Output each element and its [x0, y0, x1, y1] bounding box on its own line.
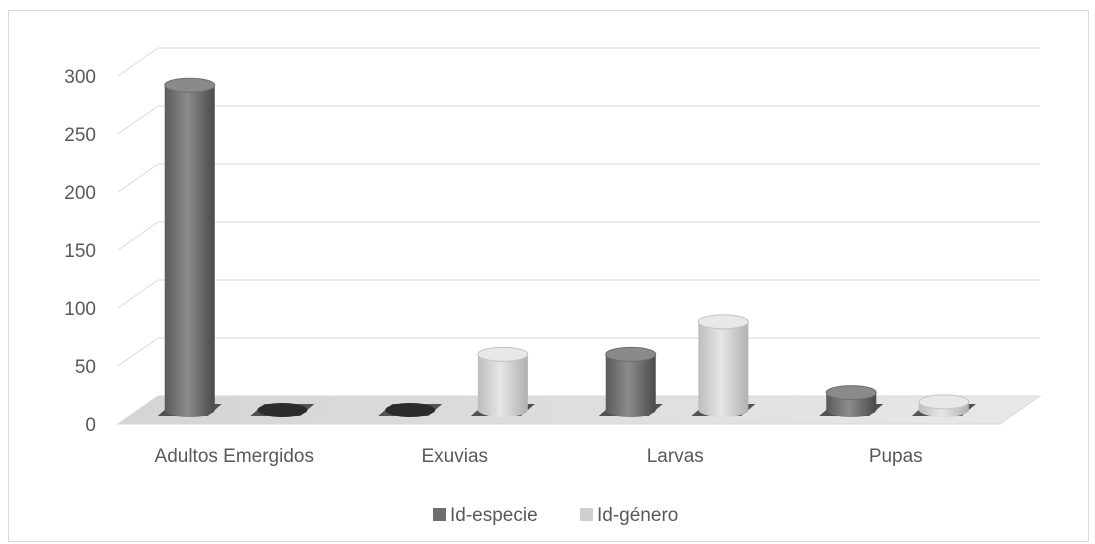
y-tick-label: 0 [85, 415, 96, 436]
bar-cylinder-top [825, 385, 877, 401]
legend-swatch [433, 508, 446, 521]
legend-swatch [580, 508, 593, 521]
bar-cylinder-top [697, 314, 749, 330]
x-category-label: Pupas [869, 446, 923, 467]
y-tick-label: 200 [64, 183, 96, 204]
chart-floor [116, 395, 1042, 425]
gridline-depth [117, 337, 159, 367]
y-tick-label: 250 [64, 125, 96, 146]
bar-Id-género-Pupas [918, 394, 970, 417]
legend-label: Id-especie [450, 505, 538, 526]
gridline-depth [117, 221, 159, 251]
gridline-depth [117, 47, 159, 77]
x-category-label: Exuvias [421, 446, 488, 467]
x-category-label: Larvas [647, 446, 704, 467]
bar-cylinder-top [477, 346, 529, 362]
bar-Id-especie-Adultos Emergidos [164, 77, 216, 417]
y-tick-label: 300 [64, 67, 96, 88]
y-tick-label: 100 [64, 299, 96, 320]
legend-label: Id-género [597, 505, 678, 526]
bar-Id-especie-Larvas [605, 346, 657, 417]
gridline-depth [117, 279, 159, 309]
legend-item: Id-género [580, 505, 678, 526]
bar-cylinder-body [164, 85, 215, 417]
y-tick-label: 50 [75, 357, 96, 378]
gridline-depth [117, 105, 159, 135]
bar-cylinder-top [918, 394, 970, 410]
y-tick-label: 150 [64, 241, 96, 262]
gridline-depth [117, 163, 159, 193]
bar-zero-disc [257, 403, 308, 417]
bar-Id-especie-Exuvias [385, 403, 436, 417]
bar-cylinder-body [698, 321, 749, 417]
bar-Id-género-Adultos Emergidos [257, 403, 308, 417]
bar-Id-género-Larvas [697, 314, 749, 417]
bar-cylinder-top [164, 77, 216, 93]
bar-zero-disc [385, 403, 436, 417]
legend-item: Id-especie [433, 505, 538, 526]
bar-Id-género-Exuvias [477, 346, 529, 417]
bar-cylinder-body [477, 354, 528, 417]
bar-Id-especie-Pupas [825, 385, 877, 417]
x-category-label: Adultos Emergidos [155, 446, 314, 467]
bar-cylinder-body [605, 354, 656, 417]
bar-cylinder-top [605, 346, 657, 362]
